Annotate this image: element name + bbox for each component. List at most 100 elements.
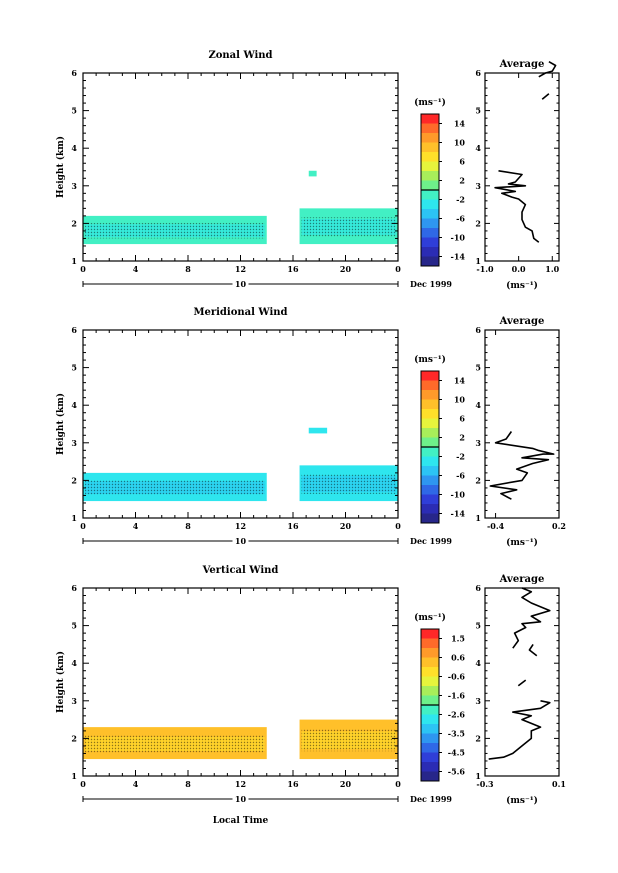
- colorbar-swatch: [421, 390, 439, 400]
- average-title: Average: [499, 316, 545, 327]
- average-unit: (ms⁻¹): [506, 280, 538, 291]
- colorbar-swatch: [421, 695, 439, 706]
- x-tick-label: 12: [235, 264, 246, 274]
- colorbar-tick-label: -10: [451, 490, 466, 500]
- y-tick-label: 5: [71, 363, 77, 373]
- contour-texture: [301, 474, 396, 494]
- date-label: Dec 1999: [410, 536, 452, 546]
- y-tick-label: 3: [71, 696, 77, 706]
- x-tick-label: 0: [80, 264, 86, 274]
- colorbar-swatch: [421, 657, 439, 668]
- colorbar-swatch: [421, 714, 439, 725]
- colorbar-swatch: [421, 380, 439, 391]
- colorbar-swatch: [421, 123, 439, 134]
- y-tick-label: 4: [71, 143, 77, 153]
- average-profile-line: [512, 587, 551, 649]
- y-tick-label: 5: [71, 621, 77, 631]
- colorbar-swatch: [421, 190, 439, 200]
- colorbar-unit: (ms⁻¹): [414, 612, 446, 623]
- colorbar-swatch: [421, 437, 439, 448]
- colorbar-swatch: [421, 638, 439, 649]
- y-tick-label: 1: [71, 771, 77, 781]
- colorbar-swatch: [421, 209, 439, 219]
- colorbar-tick-label: 10: [454, 138, 466, 148]
- x-tick-label: 20: [340, 779, 352, 789]
- average-y-label: 5: [475, 106, 481, 116]
- x-tick-label: 0: [395, 521, 401, 531]
- date-day-bg: [232, 795, 249, 803]
- x-tick-label: 0: [80, 521, 86, 531]
- colorbar-tick-label: 6: [459, 414, 465, 424]
- colorbar-swatch: [421, 504, 439, 514]
- contour-texture: [301, 217, 396, 237]
- x-tick-label: 4: [133, 521, 139, 531]
- y-axis-label: Height (km): [55, 651, 66, 713]
- x-tick-label: 8: [185, 264, 191, 274]
- average-profile-line: [488, 700, 551, 760]
- y-tick-label: 3: [71, 181, 77, 191]
- colorbar-swatch: [421, 399, 439, 410]
- colorbar-swatch: [421, 752, 439, 763]
- colorbar-tick-label: -0.6: [448, 672, 466, 682]
- x-axis-label: Local Time: [213, 816, 269, 826]
- colorbar-tick-label: 0.6: [451, 653, 465, 663]
- y-tick-label: 2: [71, 733, 77, 743]
- x-tick-label: 20: [340, 264, 352, 274]
- colorbar-swatch: [421, 256, 439, 267]
- date-label: Dec 1999: [410, 279, 452, 289]
- average-y-label: 1: [475, 256, 481, 266]
- average-x-label: 1.0: [545, 264, 559, 274]
- colorbar-swatch: [421, 733, 439, 744]
- average-y-label: 2: [475, 733, 481, 743]
- colorbar-tick-label: 14: [454, 376, 466, 386]
- colorbar-tick-label: 14: [454, 119, 466, 129]
- y-tick-label: 1: [71, 256, 77, 266]
- colorbar-swatch: [421, 409, 439, 419]
- average-profile-line: [494, 170, 540, 243]
- colorbar-swatch: [421, 247, 439, 257]
- average-x-label: 0.0: [512, 264, 526, 274]
- y-tick-label: 6: [71, 325, 77, 335]
- average-title: Average: [499, 574, 545, 585]
- average-profile-line: [541, 93, 550, 100]
- colorbar-swatch: [421, 762, 439, 772]
- colorbar-swatch: [421, 475, 439, 486]
- average-y-label: 1: [475, 513, 481, 523]
- x-tick-label: 8: [185, 779, 191, 789]
- average-y-label: 6: [475, 325, 481, 335]
- y-tick-label: 2: [71, 475, 77, 485]
- date-day-bg: [232, 537, 249, 545]
- colorbar-tick-label: 1.5: [451, 634, 465, 644]
- colorbar-swatch: [421, 447, 439, 457]
- date-day: 10: [235, 794, 247, 804]
- average-x-label: -0.3: [476, 779, 494, 789]
- colorbar-swatch: [421, 152, 439, 162]
- x-tick-label: 16: [287, 264, 299, 274]
- colorbar-tick-label: -6: [456, 471, 465, 481]
- colorbar-swatch: [421, 428, 439, 438]
- colorbar-tick-label: -10: [451, 233, 466, 243]
- colorbar-tick-label: -1.6: [448, 691, 466, 701]
- date-day: 10: [235, 279, 247, 289]
- average-y-label: 2: [475, 218, 481, 228]
- y-axis-label: Height (km): [55, 136, 66, 198]
- x-tick-label: 4: [133, 779, 139, 789]
- y-tick-label: 3: [71, 438, 77, 448]
- colorbar-unit: (ms⁻¹): [414, 97, 446, 108]
- y-tick-label: 4: [71, 400, 77, 410]
- average-y-label: 2: [475, 475, 481, 485]
- colorbar-swatch: [421, 180, 439, 191]
- colorbar-swatch: [421, 228, 439, 238]
- average-profile-line: [528, 643, 538, 657]
- average-y-label: 3: [475, 696, 481, 706]
- average-profile-line: [538, 61, 557, 78]
- data-region: [308, 427, 328, 434]
- average-y-label: 5: [475, 363, 481, 373]
- colorbar-swatch: [421, 676, 439, 687]
- data-region: [308, 170, 317, 177]
- colorbar-tick-label: -3.5: [448, 729, 465, 739]
- colorbar-unit: (ms⁻¹): [414, 354, 446, 365]
